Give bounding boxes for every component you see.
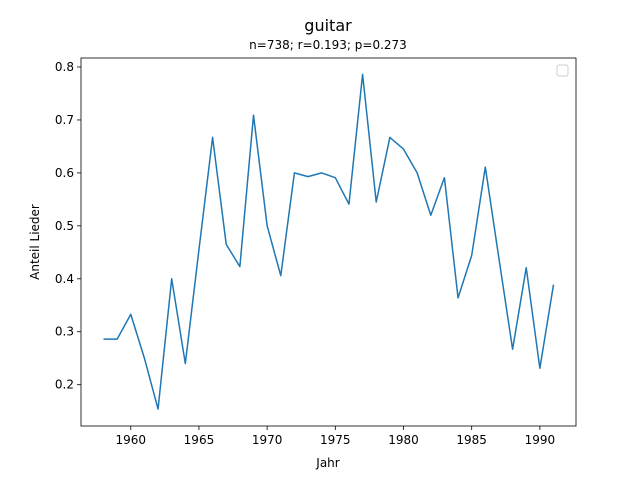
y-tick-label-0.7: 0.7 <box>55 113 74 127</box>
axes-frame <box>80 57 577 427</box>
y-axis-label: Anteil Lieder <box>28 204 42 280</box>
y-tick-label-0.5: 0.5 <box>55 219 74 233</box>
x-tick-label-1980: 1980 <box>388 433 419 447</box>
x-tick-label-1990: 1990 <box>525 433 556 447</box>
x-axis-label: Jahr <box>315 456 339 470</box>
x-tick-label-1965: 1965 <box>184 433 215 447</box>
chart-subtitle: n=738; r=0.193; p=0.273 <box>249 38 407 52</box>
y-tick-label-0.6: 0.6 <box>55 166 74 180</box>
y-tick-label-0.2: 0.2 <box>55 378 74 392</box>
x-tick-label-1960: 1960 <box>115 433 146 447</box>
chart-title: guitar <box>304 16 352 35</box>
y-tick-label-0.8: 0.8 <box>55 60 74 74</box>
x-tick-label-1970: 1970 <box>252 433 283 447</box>
y-tick-label-0.4: 0.4 <box>55 272 74 286</box>
legend-box <box>556 64 569 77</box>
x-tick-label-1985: 1985 <box>456 433 487 447</box>
plot-area: 1960 1965 1970 1975 1980 1985 1990 0.2 0.3 0.4 0.5… <box>55 57 577 447</box>
x-tick-label-1975: 1975 <box>320 433 351 447</box>
data-line <box>103 73 555 410</box>
y-tick-label-0.3: 0.3 <box>55 325 74 339</box>
